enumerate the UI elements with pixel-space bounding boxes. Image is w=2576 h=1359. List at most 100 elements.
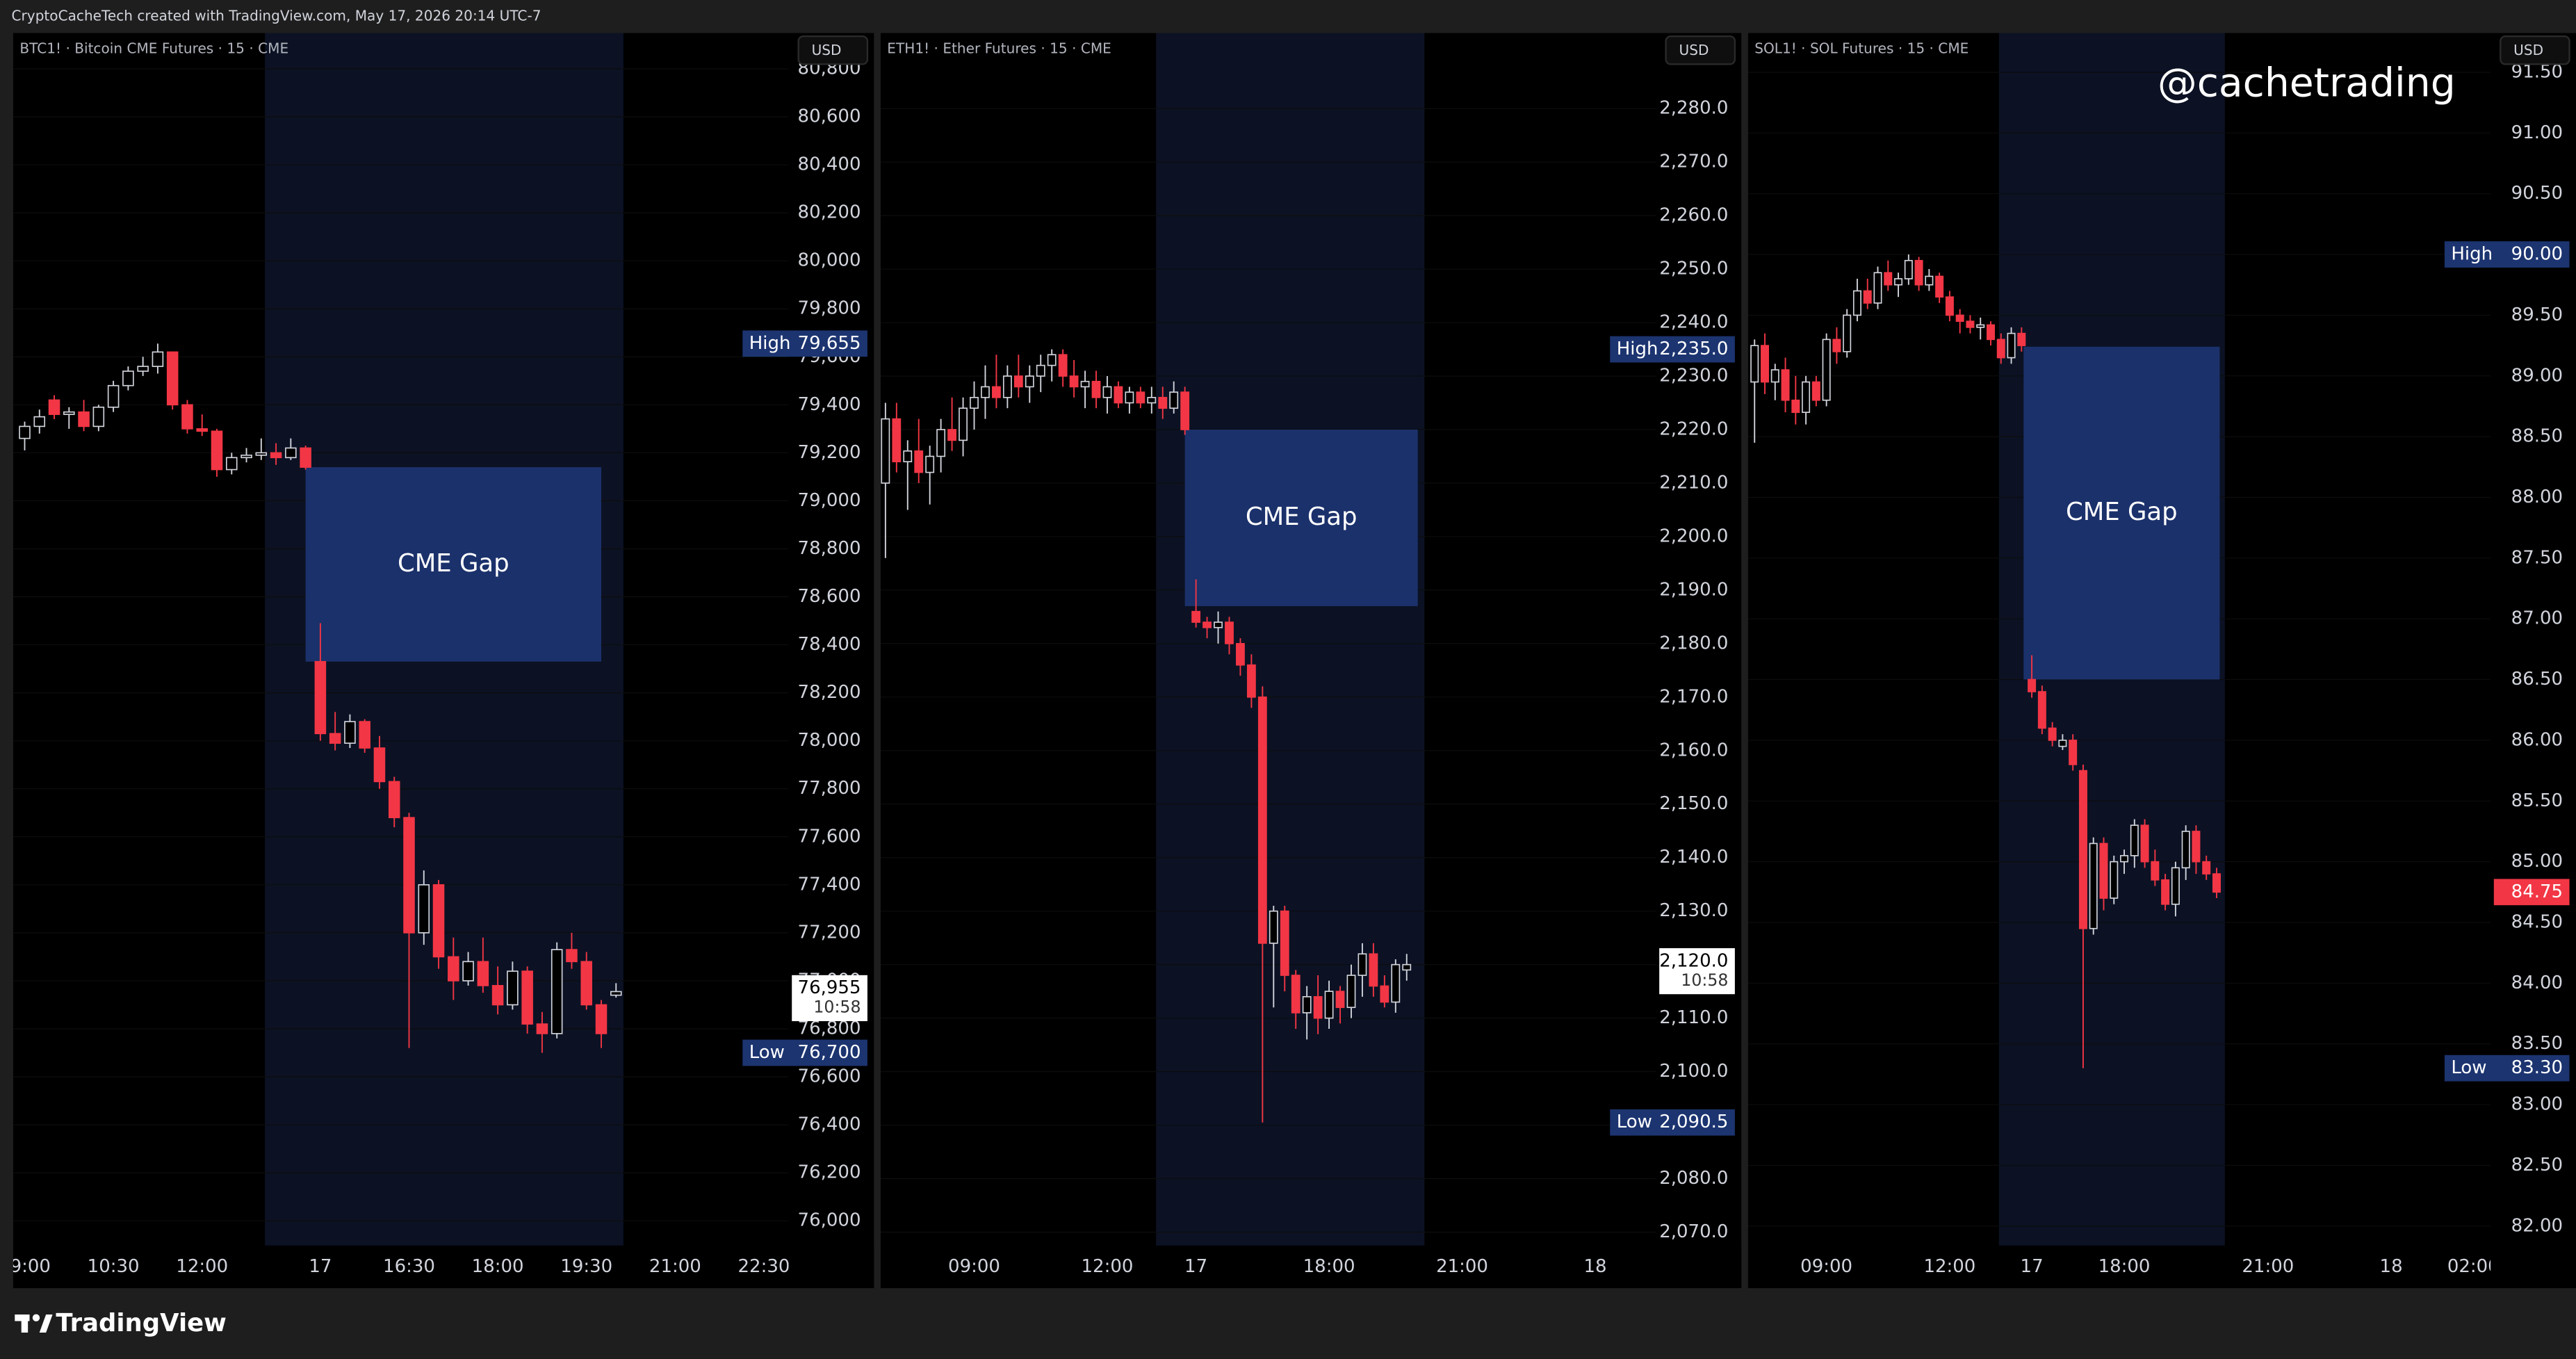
candle-body [1169,391,1179,409]
y-tick-label: 83.50 [2511,1033,2563,1054]
y-tick-label: 2,190.0 [1659,579,1728,600]
candle-body [580,961,593,1006]
x-tick-label: 10:30 [88,1256,140,1277]
x-tick-label: 22:30 [738,1256,790,1277]
candle-body [1291,975,1301,1014]
candle-body [1136,391,1146,404]
y-tick-label: 76,000 [798,1210,861,1231]
high-marker-label: High [749,333,791,354]
candle-body [1047,354,1057,366]
candle-body [566,949,578,963]
y-tick-label: 2,110.0 [1659,1007,1728,1028]
y-tick-label: 88.00 [2511,487,2563,507]
currency-button[interactable] [1665,35,1736,65]
candle-body [181,404,193,430]
chart-panel: CME Gap2,070.02,080.02,090.02,100.02,110… [880,33,1742,1289]
x-tick-label: 18 [1583,1256,1606,1277]
y-tick-label: 2,130.0 [1659,900,1728,921]
cme-gap-label: CME Gap [1246,503,1358,531]
candle-body [2048,727,2057,741]
currency-label[interactable]: USD [2513,42,2543,58]
x-tick-label: 16:30 [383,1256,435,1277]
chart-title: ETH1! · Ether Futures · 15 · CME [887,40,1111,57]
x-tick-label: 12:00 [1082,1256,1134,1277]
axis-corner [2491,1245,2576,1289]
candle-body [344,721,356,744]
candle-body [1236,643,1245,666]
currency-label[interactable]: USD [812,42,842,58]
x-tick-label: 21:00 [649,1256,701,1277]
y-tick-label: 84.50 [2511,911,2563,932]
candle-body [48,399,60,415]
candle-body [241,454,252,459]
x-tick-label: 12:00 [176,1256,228,1277]
y-tick-label: 2,080.0 [1659,1168,1728,1189]
axis-corner [788,1245,874,1289]
y-tick-label: 79,800 [798,298,861,319]
x-tick-label: 09:00 [948,1256,1000,1277]
x-tick-label: 09:00 [1800,1256,1852,1277]
candle-body [936,429,946,457]
candle-body [1025,375,1034,388]
x-tick-label: 17 [2021,1256,2044,1277]
y-tick-label: 80,000 [798,250,861,271]
candle-body [1380,985,1389,1003]
candle-body [2202,861,2211,874]
candle-body [1246,664,1256,698]
candle-body [1894,278,1903,286]
candle-body [448,956,459,982]
candle-body [610,991,622,996]
chart-title: BTC1! · Bitcoin CME Futures · 15 · CME [19,40,288,57]
candle-body [300,447,311,468]
high-marker-value: 2,235.0 [1659,339,1728,359]
session-shade [1156,33,1425,1246]
low-marker-label: Low [749,1042,785,1063]
y-tick-label: 2,260.0 [1659,205,1728,226]
y-tick-label: 77,400 [798,874,861,895]
candle-body [2130,824,2139,856]
y-tick-label: 2,200.0 [1659,526,1728,546]
y-tick-label: 83.00 [2511,1094,2563,1115]
x-tick-label: 18:00 [1303,1256,1355,1277]
candle-body [1102,386,1112,398]
candle-body [1203,621,1212,628]
currency-label[interactable]: USD [1679,42,1709,58]
candle-body [507,970,519,1006]
x-tick-label: 18:00 [2098,1256,2151,1277]
candle-body [285,447,297,459]
low-marker [742,1039,867,1066]
candle-body [551,949,563,1034]
candle-body [1324,991,1334,1019]
y-tick-label: 86.50 [2511,669,2563,690]
candle-body [1402,963,1412,971]
chart-title: SOL1! · SOL Futures · 15 · CME [1754,40,1968,57]
candle-body [903,450,913,462]
candle-body [211,430,223,471]
candle-body [1114,386,1123,404]
y-tick-label: 78,000 [798,730,861,751]
y-tick-label: 2,100.0 [1659,1061,1728,1082]
candle-body [225,457,238,471]
candle-body [1391,963,1401,1003]
currency-button[interactable] [2500,35,2570,65]
candle-body [881,418,890,484]
candle-body [166,351,179,406]
candle-body [314,660,327,735]
low-marker-value: 2,090.5 [1659,1112,1728,1132]
candle-body [1214,621,1223,628]
candle-body [2120,855,2129,863]
candle-body [1335,991,1345,1009]
y-tick-label: 89.00 [2511,365,2563,386]
y-tick-label: 88.50 [2511,426,2563,447]
candle-body [1852,290,1861,316]
currency-button[interactable] [797,35,869,65]
candle-body [1191,610,1201,623]
candle-body [2140,824,2149,863]
high-marker [742,330,867,357]
candle-body [491,985,504,1006]
candle-body [959,407,968,441]
candle-body [2181,831,2190,869]
x-tick-label: 21:00 [1436,1256,1488,1277]
candle-body [418,884,430,934]
